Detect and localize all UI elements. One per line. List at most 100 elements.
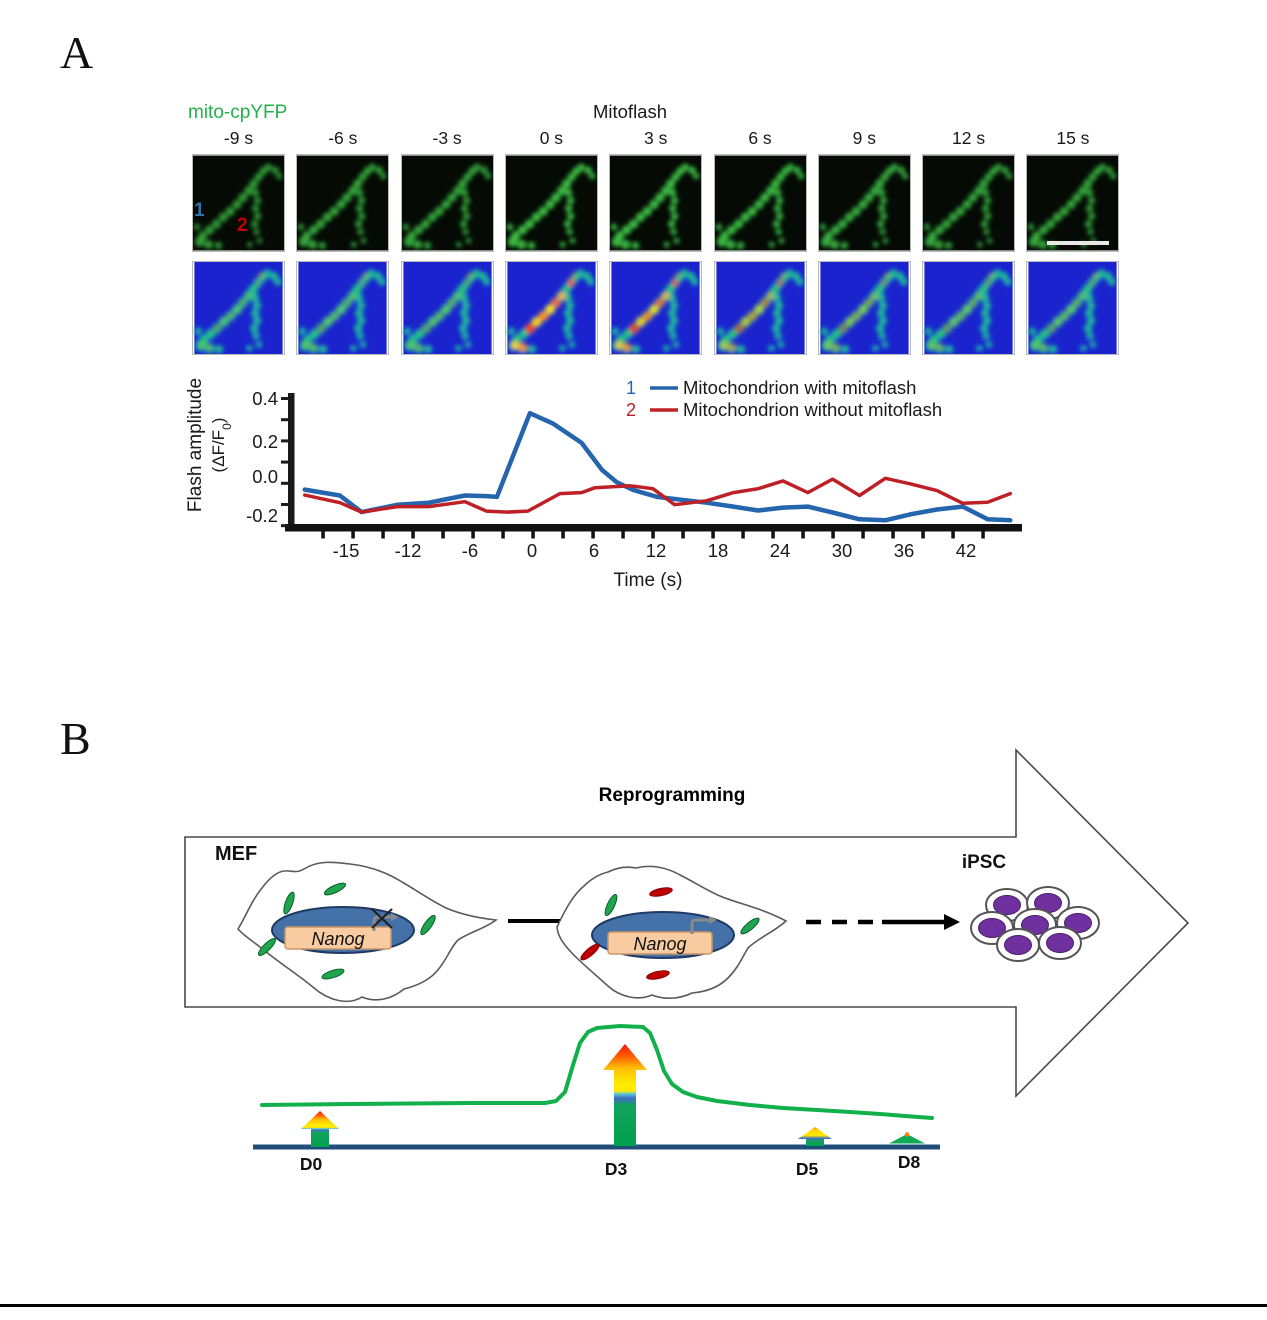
reprogramming-title: Reprogramming	[598, 785, 746, 806]
svg-text:6: 6	[589, 540, 599, 561]
frame-column: 15 s	[1026, 128, 1120, 355]
mef-cell-intermediate: Nanog	[556, 865, 788, 999]
green-fluorescence-tile	[192, 154, 285, 252]
pseudocolor-tile	[400, 261, 494, 355]
frame-time-label: 15 s	[1056, 128, 1090, 148]
nanog-gene-box	[607, 931, 713, 955]
frame-column: 6 s	[713, 128, 807, 355]
day-label-d3: D3	[605, 1159, 628, 1179]
frame-column: 9 s	[817, 128, 911, 355]
green-mitochondrion-icon	[283, 891, 295, 915]
frame-column: -6 s	[296, 128, 390, 355]
pseudocolor-tile	[504, 261, 598, 355]
svg-text:30: 30	[832, 540, 853, 561]
red-mitochondrion-icon	[649, 887, 673, 897]
y-tick-0.0: 0.0	[252, 466, 278, 487]
frame-column: 12 s	[922, 128, 1016, 355]
pseudocolor-tile	[192, 261, 285, 355]
trace-without-mitoflash	[302, 476, 1013, 514]
dashed-transition-arrow	[806, 914, 960, 930]
green-fluorescence-tile	[400, 154, 494, 252]
bump-tip-speck	[904, 1132, 910, 1137]
svg-text:12: 12	[646, 540, 667, 561]
mef-label: MEF	[215, 843, 257, 865]
chart-legend: 1 Mitochondrion with mitoflash 2 Mitocho…	[626, 377, 942, 420]
y-axis-spine	[288, 393, 295, 531]
nanog-gene-box	[284, 926, 392, 950]
ipsc-cell-nucleus	[1004, 935, 1032, 955]
pseudocolor-tile	[609, 261, 703, 355]
mitoflash-frequency-curve	[260, 1024, 934, 1120]
frame-time-label: -9 s	[223, 128, 254, 148]
green-fluorescence-tile	[504, 154, 598, 252]
frame-time-label: -3 s	[432, 128, 462, 148]
y-tick-0.2: 0.2	[252, 431, 278, 452]
frame-time-label: 3 s	[644, 128, 668, 148]
mef-cell-early: Nanog	[237, 861, 499, 1003]
ipsc-cell-nucleus	[993, 895, 1021, 915]
timeline-arrow-d0	[301, 1111, 339, 1147]
ipsc-colony	[970, 886, 1100, 962]
frame-time-label: -6 s	[328, 128, 358, 148]
svg-text:0: 0	[527, 540, 537, 561]
green-mitochondrion-icon	[321, 968, 345, 980]
frame-column: 3 s	[609, 128, 703, 355]
y-axis-title-units: (ΔF/F0)	[209, 418, 234, 473]
green-mitochondrion-icon	[740, 917, 760, 935]
pseudocolor-tile	[713, 261, 807, 355]
x-axis-title: Time (s)	[614, 570, 683, 591]
timeline-arrow-d5	[798, 1127, 832, 1146]
green-fluorescence-tile	[817, 154, 911, 252]
svg-text:18: 18	[708, 540, 729, 561]
nanog-label-2: Nanog	[633, 934, 686, 954]
y-tick--0.2: -0.2	[246, 505, 278, 526]
panel-a-label: A	[60, 27, 94, 78]
red-mitochondrion-icon	[646, 970, 670, 980]
legend-label-1: Mitochondrion with mitoflash	[683, 377, 916, 398]
pseudocolor-tile	[922, 261, 1016, 355]
svg-text:-12: -12	[395, 540, 422, 561]
pseudocolor-tile	[296, 261, 390, 355]
day-label-d0: D0	[300, 1154, 323, 1174]
active-promoter-icon	[690, 916, 717, 934]
frame-column: -3 s	[400, 128, 494, 355]
frame-column: 0 s	[504, 128, 598, 355]
mitoflash-amplitude-chart: Flash amplitude (ΔF/F0) 0.4 0.2 0.0 -0.2…	[185, 377, 1022, 591]
ipsc-cell-nucleus	[1046, 933, 1074, 953]
mitochondria-group	[580, 887, 760, 980]
panel-b-label: B	[60, 713, 91, 764]
green-fluorescence-tile	[1026, 154, 1120, 252]
red-mitochondrion-icon	[580, 943, 600, 961]
green-mitochondrion-icon	[604, 893, 618, 917]
legend-marker-2: 2	[626, 400, 636, 420]
green-fluorescence-tile	[609, 154, 703, 252]
ipsc-label: iPSC	[962, 852, 1007, 873]
pseudocolor-tile	[817, 261, 911, 355]
green-fluorescence-tile	[922, 154, 1016, 252]
legend-label-2: Mitochondrion without mitoflash	[683, 399, 942, 420]
montage-title: Mitoflash	[592, 101, 668, 122]
green-mitochondrion-icon	[420, 914, 436, 936]
timeline-arrow-d3	[603, 1044, 647, 1146]
trace-with-mitoflash	[302, 410, 1013, 523]
day-label-d8: D8	[898, 1152, 921, 1172]
green-fluorescence-tile	[296, 154, 390, 252]
ipsc-cell-nucleus	[1064, 913, 1092, 933]
x-axis-bar	[285, 524, 1022, 532]
frame-time-label: 12 s	[952, 128, 986, 148]
channel-label: mito-cpYFP	[188, 102, 288, 123]
mitochondria-group	[257, 882, 436, 980]
nanog-label-1: Nanog	[311, 929, 364, 949]
roi-marker-noflash: 2	[237, 215, 248, 236]
y-axis-title: Flash amplitude	[185, 378, 206, 512]
pseudocolor-tile	[1026, 261, 1120, 355]
repressed-promoter-icon	[371, 908, 399, 931]
frame-time-label: 9 s	[852, 128, 876, 148]
svg-text:42: 42	[956, 540, 977, 561]
ipsc-cell-nucleus	[978, 918, 1006, 938]
scale-bar	[1047, 241, 1109, 245]
frame-time-label: 0 s	[539, 128, 564, 148]
timeline-arrow-d8	[889, 1134, 925, 1144]
svg-text:36: 36	[894, 540, 915, 561]
